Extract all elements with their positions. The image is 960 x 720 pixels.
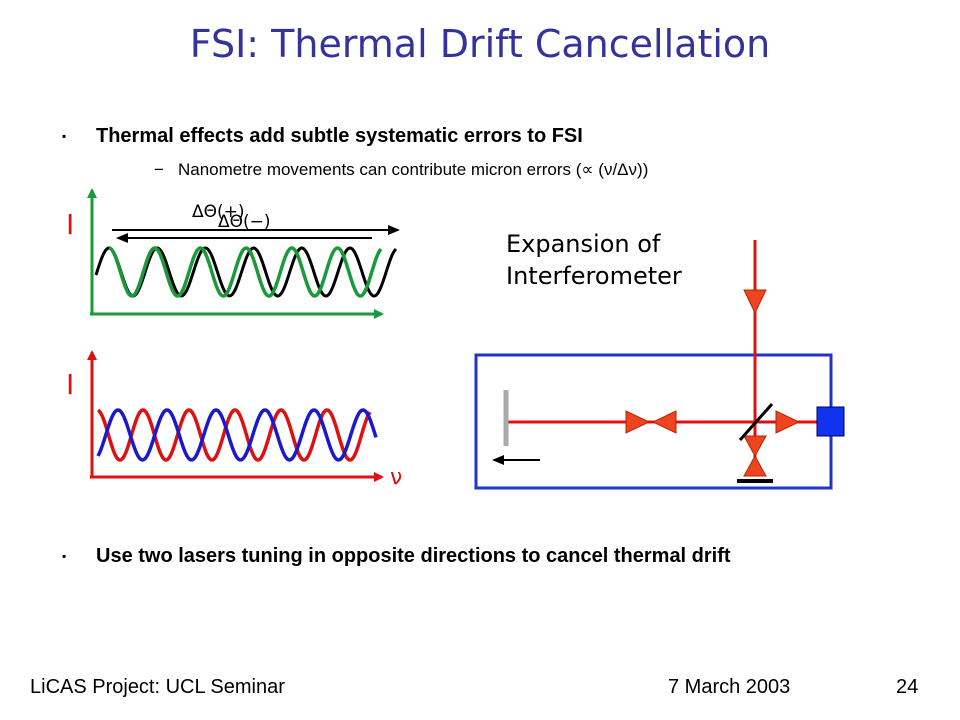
beam-arrow-down-top	[743, 289, 767, 315]
footer-project: LiCAS Project: UCL Seminar	[30, 676, 285, 698]
expansion-label-line1: Expansion of	[506, 230, 661, 258]
sub-bullet-text: Nanometre movements can contribute micro…	[178, 160, 649, 179]
wave-blue	[96, 408, 378, 462]
slide-title: FSI: Thermal Drift Cancellation	[189, 22, 771, 66]
beam-arrow-right-2	[775, 410, 801, 434]
footer-date: 7 March 2003	[668, 676, 791, 698]
bullet-text: Thermal effects add subtle systematic er…	[96, 125, 583, 147]
beam-arrow-left-1	[651, 410, 677, 434]
expansion-label-line2: Interferometer	[506, 262, 682, 290]
delta-theta-minus-label: ΔΘ(−)	[218, 212, 271, 232]
detector-square	[816, 406, 845, 437]
plot-top: I ΔΘ(+) ΔΘ(−)	[66, 188, 400, 319]
plot-bottom: I ν	[66, 350, 402, 490]
sub-bullet-marker: −	[154, 160, 164, 179]
sub-bullet-nanometre: − Nanometre movements can contribute mic…	[154, 160, 649, 180]
wave-red	[96, 408, 372, 462]
beam-arrow-right-1	[625, 410, 651, 434]
plot-top-y-label: I	[66, 208, 74, 241]
bullet-thermal-effects: ▪ Thermal effects add subtle systematic …	[62, 124, 583, 148]
bullet-two-lasers: ▪ Use two lasers tuning in opposite dire…	[62, 544, 896, 568]
footer-page-number: 24	[896, 676, 919, 698]
plot-bottom-x-label: ν	[390, 465, 402, 490]
bullet-text: Use two lasers tuning in opposite direct…	[96, 545, 731, 567]
plot-bottom-y-label: I	[66, 368, 74, 401]
beam-arrow-down-bottom	[743, 435, 767, 458]
wave-black	[94, 246, 398, 298]
interferometer-diagram: Expansion of Interferometer	[474, 230, 845, 490]
beam-splitter	[738, 403, 774, 441]
wave-green	[108, 246, 383, 298]
bullet-marker: ▪	[62, 129, 67, 143]
bullet-marker: ▪	[62, 549, 67, 563]
beam-arrow-up-bottom	[743, 454, 767, 477]
delta-theta-plus-label: ΔΘ(+)	[192, 202, 245, 222]
